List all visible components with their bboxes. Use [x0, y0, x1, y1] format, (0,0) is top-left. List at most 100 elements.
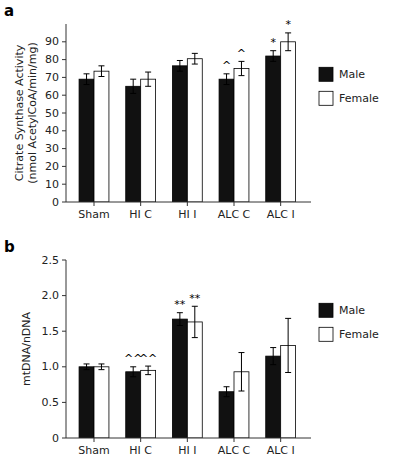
bars [79, 33, 296, 202]
annotation: * [270, 36, 276, 49]
y-axis [66, 260, 67, 438]
legend: Male Female [319, 303, 379, 341]
y-tick [62, 95, 66, 96]
y-tick [62, 130, 66, 131]
bar [219, 79, 234, 202]
bars [79, 306, 296, 438]
y-tick [62, 402, 66, 403]
legend-swatch [319, 327, 333, 341]
annotation: ** [189, 292, 201, 305]
bar [281, 42, 296, 202]
error-bar [177, 60, 183, 71]
y-tick [62, 366, 66, 367]
x-tick [94, 202, 95, 206]
x-tick-label: ALC C [218, 444, 251, 457]
bar [172, 66, 187, 202]
x-tick [140, 202, 141, 206]
legend-label: Female [339, 92, 379, 105]
annotation: ^ [237, 47, 246, 60]
y-tick [62, 295, 66, 296]
y-tick-label: 20 [45, 160, 59, 173]
error-bar [84, 74, 90, 85]
panel-label: b [4, 238, 15, 256]
y-tick-label: 1.0 [42, 360, 60, 373]
error-bar [98, 66, 104, 77]
x-tick-label: HI C [129, 208, 152, 221]
error-bar [130, 367, 136, 377]
bar [141, 79, 156, 202]
error-bar [98, 364, 104, 370]
panel: a^*^*0102030405060708090ShamHI CHI IALC … [4, 2, 379, 221]
error-bar [145, 72, 151, 86]
panel-label: a [4, 2, 14, 20]
y-tick-label: 2.0 [42, 289, 60, 302]
error-bar [224, 387, 230, 397]
x-tick-label: ALC C [218, 208, 251, 221]
annotation: ** [174, 298, 186, 311]
x-tick [140, 438, 141, 442]
bar [266, 356, 281, 438]
x-tick-label: HI I [178, 208, 196, 221]
x-tick [187, 202, 188, 206]
y-tick-label: 2.5 [42, 254, 60, 267]
x-tick [280, 438, 281, 442]
y-tick [62, 41, 66, 42]
bar [219, 392, 234, 438]
y-tick [62, 202, 66, 203]
x-tick-label: ALC I [267, 444, 295, 457]
y-tick-label: 50 [45, 107, 59, 120]
x-tick-label: Sham [78, 208, 109, 221]
y-tick [62, 113, 66, 114]
legend-label: Male [339, 68, 365, 81]
legend-swatch [319, 91, 333, 105]
legend-label: Female [339, 328, 379, 341]
x-tick [280, 202, 281, 206]
bar [79, 367, 94, 438]
error-bar [130, 79, 136, 93]
y-axis-label: mtDNA/nDNA [20, 311, 33, 386]
y-tick-label: 10 [45, 178, 59, 191]
y-tick-label: 40 [45, 124, 59, 137]
bar [79, 79, 94, 202]
error-bar [270, 348, 276, 365]
y-tick [62, 77, 66, 78]
x-tick [234, 202, 235, 206]
x-axis [66, 202, 311, 203]
bar [187, 322, 202, 438]
legend-swatch [319, 67, 333, 81]
error-bar [145, 366, 151, 375]
annotation: ^^ [139, 352, 157, 365]
panel: b^^**^^**00.51.01.52.02.5ShamHI CHI IALC… [4, 238, 379, 457]
x-tick [94, 438, 95, 442]
legend-label: Male [339, 304, 365, 317]
x-axis [66, 438, 311, 439]
error-bar [270, 51, 276, 62]
error-bar [192, 53, 198, 64]
y-tick-label: 60 [45, 89, 59, 102]
bar [94, 367, 109, 438]
error-bar [84, 364, 90, 370]
y-tick [62, 184, 66, 185]
y-tick-label: 30 [45, 142, 59, 155]
legend-swatch [319, 303, 333, 317]
y-tick-label: 80 [45, 53, 59, 66]
y-tick-label: 0 [52, 432, 59, 445]
y-tick [62, 148, 66, 149]
x-tick [234, 438, 235, 442]
legend: Male Female [319, 67, 379, 105]
error-bar [192, 306, 198, 337]
y-tick [62, 166, 66, 167]
x-tick [187, 438, 188, 442]
annotation: ^ [222, 59, 231, 72]
y-tick-label: 1.5 [42, 325, 60, 338]
error-bar [285, 33, 291, 51]
y-tick [62, 438, 66, 439]
x-tick-label: HI C [129, 444, 152, 457]
bar [187, 59, 202, 202]
y-tick-label: 0.5 [42, 396, 60, 409]
bar [141, 370, 156, 438]
bar [126, 86, 141, 202]
y-tick [62, 260, 66, 261]
y-tick [62, 59, 66, 60]
bar [234, 69, 249, 203]
